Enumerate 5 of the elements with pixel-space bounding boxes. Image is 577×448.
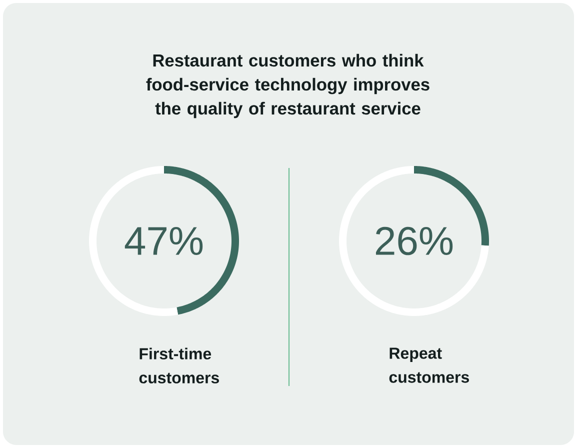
- text: Repeat customers: [389, 348, 469, 383]
- data-label: 26%: [376, 226, 453, 256]
- text: First-time customers: [139, 348, 219, 384]
- data-label: 47%: [124, 227, 203, 255]
- text: Restaurant customers who think food-service technology improves the quality of restaurant service: [146, 54, 430, 118]
